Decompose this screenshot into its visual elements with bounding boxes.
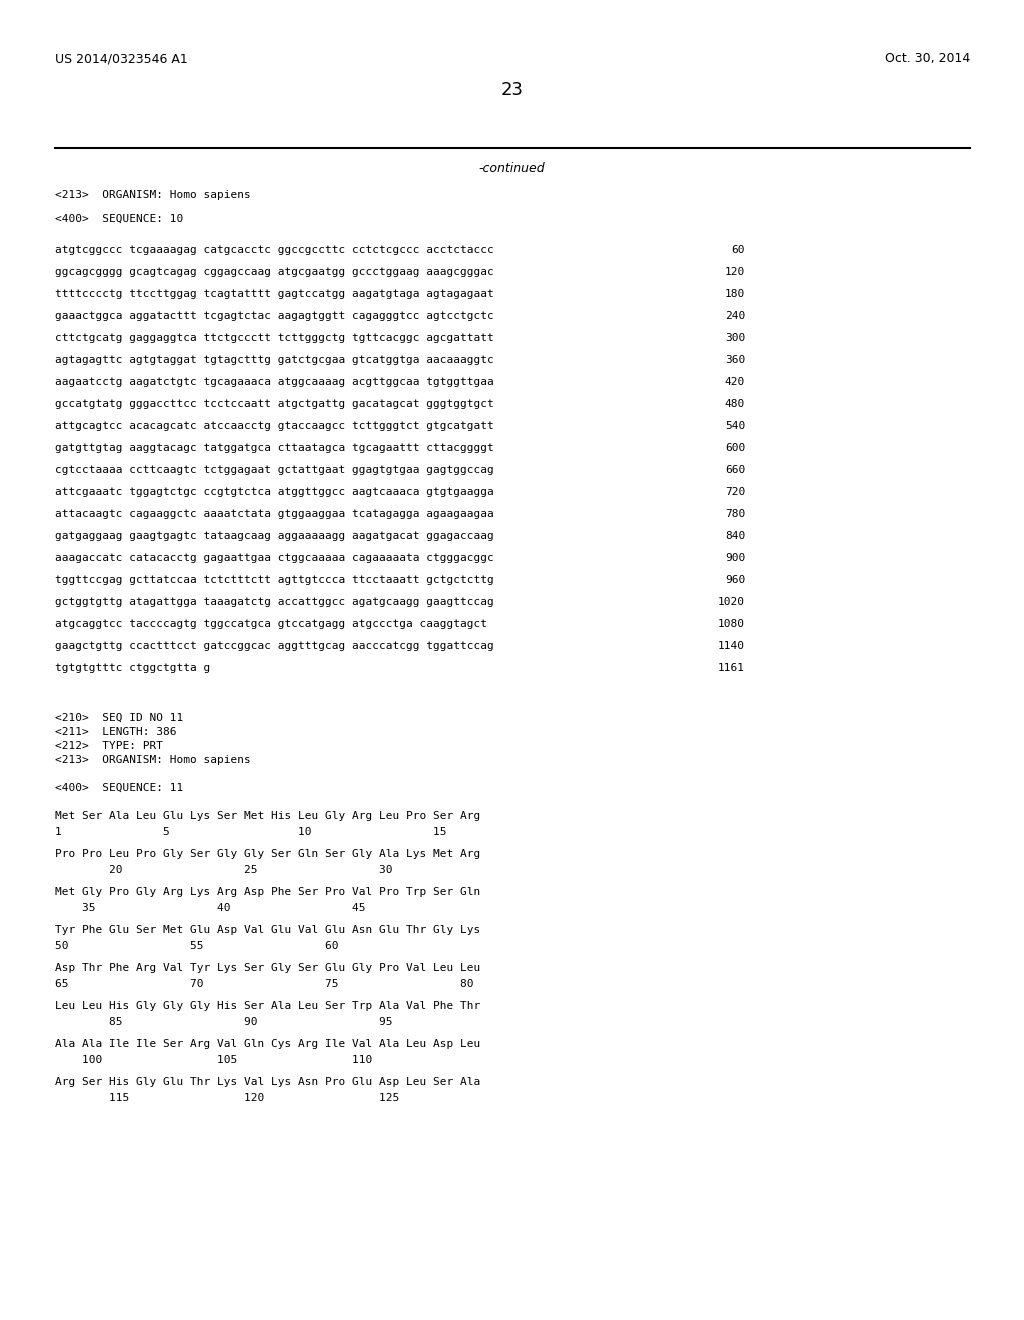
Text: 900: 900: [725, 553, 745, 564]
Text: 960: 960: [725, 576, 745, 585]
Text: 120: 120: [725, 267, 745, 277]
Text: <211>  LENGTH: 386: <211> LENGTH: 386: [55, 727, 176, 737]
Text: <210>  SEQ ID NO 11: <210> SEQ ID NO 11: [55, 713, 183, 723]
Text: aagaatcctg aagatctgtc tgcagaaaca atggcaaaag acgttggcaa tgtggttgaa: aagaatcctg aagatctgtc tgcagaaaca atggcaa…: [55, 378, 494, 387]
Text: 1080: 1080: [718, 619, 745, 630]
Text: 115                 120                 125: 115 120 125: [55, 1093, 399, 1104]
Text: gatgttgtag aaggtacagc tatggatgca cttaatagca tgcagaattt cttacggggt: gatgttgtag aaggtacagc tatggatgca cttaata…: [55, 444, 494, 453]
Text: 23: 23: [501, 81, 523, 99]
Text: atgtcggccc tcgaaaagag catgcacctc ggccgccttc cctctcgccc acctctaccc: atgtcggccc tcgaaaagag catgcacctc ggccgcc…: [55, 246, 494, 255]
Text: Oct. 30, 2014: Oct. 30, 2014: [885, 51, 970, 65]
Text: 100                 105                 110: 100 105 110: [55, 1055, 373, 1065]
Text: 35                  40                  45: 35 40 45: [55, 903, 366, 913]
Text: <400>  SEQUENCE: 11: <400> SEQUENCE: 11: [55, 783, 183, 793]
Text: 65                  70                  75                  80: 65 70 75 80: [55, 979, 473, 989]
Text: 660: 660: [725, 465, 745, 475]
Text: -continued: -continued: [478, 162, 546, 176]
Text: attgcagtcc acacagcatc atccaacctg gtaccaagcc tcttgggtct gtgcatgatt: attgcagtcc acacagcatc atccaacctg gtaccaa…: [55, 421, 494, 432]
Text: ttttcccctg ttccttggag tcagtatttt gagtccatgg aagatgtaga agtagagaat: ttttcccctg ttccttggag tcagtatttt gagtcca…: [55, 289, 494, 300]
Text: 360: 360: [725, 355, 745, 366]
Text: <213>  ORGANISM: Homo sapiens: <213> ORGANISM: Homo sapiens: [55, 190, 251, 201]
Text: <400>  SEQUENCE: 10: <400> SEQUENCE: 10: [55, 214, 183, 224]
Text: ggcagcgggg gcagtcagag cggagccaag atgcgaatgg gccctggaag aaagcgggac: ggcagcgggg gcagtcagag cggagccaag atgcgaa…: [55, 267, 494, 277]
Text: gatgaggaag gaagtgagtc tataagcaag aggaaaaagg aagatgacat ggagaccaag: gatgaggaag gaagtgagtc tataagcaag aggaaaa…: [55, 531, 494, 541]
Text: 1161: 1161: [718, 663, 745, 673]
Text: gaagctgttg ccactttcct gatccggcac aggtttgcag aacccatcgg tggattccag: gaagctgttg ccactttcct gatccggcac aggtttg…: [55, 642, 494, 651]
Text: 85                  90                  95: 85 90 95: [55, 1016, 392, 1027]
Text: cgtcctaaaa ccttcaagtc tctggagaat gctattgaat ggagtgtgaa gagtggccag: cgtcctaaaa ccttcaagtc tctggagaat gctattg…: [55, 465, 494, 475]
Text: 1140: 1140: [718, 642, 745, 651]
Text: agtagagttc agtgtaggat tgtagctttg gatctgcgaa gtcatggtga aacaaaggtc: agtagagttc agtgtaggat tgtagctttg gatctgc…: [55, 355, 494, 366]
Text: 1               5                   10                  15: 1 5 10 15: [55, 828, 446, 837]
Text: 780: 780: [725, 510, 745, 519]
Text: attcgaaatc tggagtctgc ccgtgtctca atggttggcc aagtcaaaca gtgtgaagga: attcgaaatc tggagtctgc ccgtgtctca atggttg…: [55, 487, 494, 498]
Text: gaaactggca aggatacttt tcgagtctac aagagtggtt cagagggtcc agtcctgctc: gaaactggca aggatacttt tcgagtctac aagagtg…: [55, 312, 494, 321]
Text: <213>  ORGANISM: Homo sapiens: <213> ORGANISM: Homo sapiens: [55, 755, 251, 766]
Text: atgcaggtcc taccccagtg tggccatgca gtccatgagg atgccctga caaggtagct: atgcaggtcc taccccagtg tggccatgca gtccatg…: [55, 619, 487, 630]
Text: gccatgtatg gggaccttcc tcctccaatt atgctgattg gacatagcat gggtggtgct: gccatgtatg gggaccttcc tcctccaatt atgctga…: [55, 399, 494, 409]
Text: cttctgcatg gaggaggtca ttctgccctt tcttgggctg tgttcacggc agcgattatt: cttctgcatg gaggaggtca ttctgccctt tcttggg…: [55, 333, 494, 343]
Text: tggttccgag gcttatccaa tctctttctt agttgtccca ttcctaaatt gctgctcttg: tggttccgag gcttatccaa tctctttctt agttgtc…: [55, 576, 494, 585]
Text: Met Ser Ala Leu Glu Lys Ser Met His Leu Gly Arg Leu Pro Ser Arg: Met Ser Ala Leu Glu Lys Ser Met His Leu …: [55, 810, 480, 821]
Text: <212>  TYPE: PRT: <212> TYPE: PRT: [55, 741, 163, 751]
Text: attacaagtc cagaaggctc aaaatctata gtggaaggaa tcatagagga agaagaagaa: attacaagtc cagaaggctc aaaatctata gtggaag…: [55, 510, 494, 519]
Text: 840: 840: [725, 531, 745, 541]
Text: gctggtgttg atagattgga taaagatctg accattggcc agatgcaagg gaagttccag: gctggtgttg atagattgga taaagatctg accattg…: [55, 597, 494, 607]
Text: 300: 300: [725, 333, 745, 343]
Text: 50                  55                  60: 50 55 60: [55, 941, 339, 950]
Text: Leu Leu His Gly Gly Gly His Ser Ala Leu Ser Trp Ala Val Phe Thr: Leu Leu His Gly Gly Gly His Ser Ala Leu …: [55, 1001, 480, 1011]
Text: 600: 600: [725, 444, 745, 453]
Text: US 2014/0323546 A1: US 2014/0323546 A1: [55, 51, 187, 65]
Text: Pro Pro Leu Pro Gly Ser Gly Gly Ser Gln Ser Gly Ala Lys Met Arg: Pro Pro Leu Pro Gly Ser Gly Gly Ser Gln …: [55, 849, 480, 859]
Text: 420: 420: [725, 378, 745, 387]
Text: 240: 240: [725, 312, 745, 321]
Text: 20                  25                  30: 20 25 30: [55, 865, 392, 875]
Text: Arg Ser His Gly Glu Thr Lys Val Lys Asn Pro Glu Asp Leu Ser Ala: Arg Ser His Gly Glu Thr Lys Val Lys Asn …: [55, 1077, 480, 1086]
Text: Tyr Phe Glu Ser Met Glu Asp Val Glu Val Glu Asn Glu Thr Gly Lys: Tyr Phe Glu Ser Met Glu Asp Val Glu Val …: [55, 925, 480, 935]
Text: tgtgtgtttc ctggctgtta g: tgtgtgtttc ctggctgtta g: [55, 663, 210, 673]
Text: 1020: 1020: [718, 597, 745, 607]
Text: 180: 180: [725, 289, 745, 300]
Text: Asp Thr Phe Arg Val Tyr Lys Ser Gly Ser Glu Gly Pro Val Leu Leu: Asp Thr Phe Arg Val Tyr Lys Ser Gly Ser …: [55, 964, 480, 973]
Text: 480: 480: [725, 399, 745, 409]
Text: Met Gly Pro Gly Arg Lys Arg Asp Phe Ser Pro Val Pro Trp Ser Gln: Met Gly Pro Gly Arg Lys Arg Asp Phe Ser …: [55, 887, 480, 898]
Text: 60: 60: [731, 246, 745, 255]
Text: Ala Ala Ile Ile Ser Arg Val Gln Cys Arg Ile Val Ala Leu Asp Leu: Ala Ala Ile Ile Ser Arg Val Gln Cys Arg …: [55, 1039, 480, 1049]
Text: 540: 540: [725, 421, 745, 432]
Text: aaagaccatc catacacctg gagaattgaa ctggcaaaaa cagaaaaata ctgggacggc: aaagaccatc catacacctg gagaattgaa ctggcaa…: [55, 553, 494, 564]
Text: 720: 720: [725, 487, 745, 498]
